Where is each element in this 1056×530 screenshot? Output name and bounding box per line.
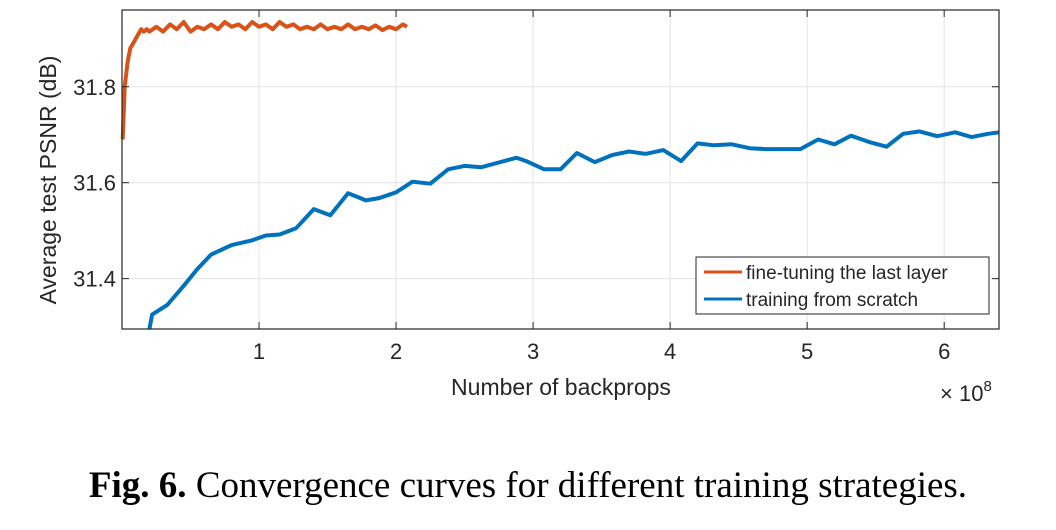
caption-text: Convergence curves for different trainin… [195, 465, 968, 506]
series-line-fine-tuning [120, 20, 409, 140]
plot-frame [121, 9, 1000, 330]
x-tick-label: 5 [801, 339, 813, 364]
x-tick-label: 3 [527, 339, 539, 364]
legend-label-scratch: training from scratch [746, 290, 918, 311]
y-tick-label: 31.4 [73, 267, 116, 292]
chart: 1 2 3 4 5 6 31.4 31.6 31.8 Number of backprops A… [35, 9, 1000, 406]
x-tick-label: 6 [938, 339, 950, 364]
y-axis-label: Average test PSNR (dB) [35, 56, 61, 305]
series-layer [120, 20, 1000, 330]
y-tick-label: 31.6 [73, 171, 116, 196]
x-tick-label: 2 [390, 339, 402, 364]
series-line-scratch [147, 129, 1000, 330]
x-tick-label: 4 [664, 339, 676, 364]
x-tick-label: 1 [253, 339, 265, 364]
figure-caption: Fig. 6. Convergence curves for different… [0, 464, 1056, 507]
legend-label-fine-tuning: fine-tuning the last layer [746, 263, 948, 284]
grid [122, 10, 999, 329]
x-multiplier-base: × 10 [940, 381, 983, 406]
x-multiplier-exponent: 8 [983, 378, 991, 395]
y-tick-label: 31.8 [73, 75, 116, 100]
x-axis-label: Number of backprops [451, 374, 671, 400]
legend-box [695, 256, 990, 315]
ticks: 1 2 3 4 5 6 31.4 31.6 31.8 [73, 10, 999, 364]
x-multiplier: × 108 [940, 378, 992, 406]
caption-label: Fig. 6. [88, 465, 187, 506]
legend: fine-tuning the last layer training from… [695, 256, 990, 315]
